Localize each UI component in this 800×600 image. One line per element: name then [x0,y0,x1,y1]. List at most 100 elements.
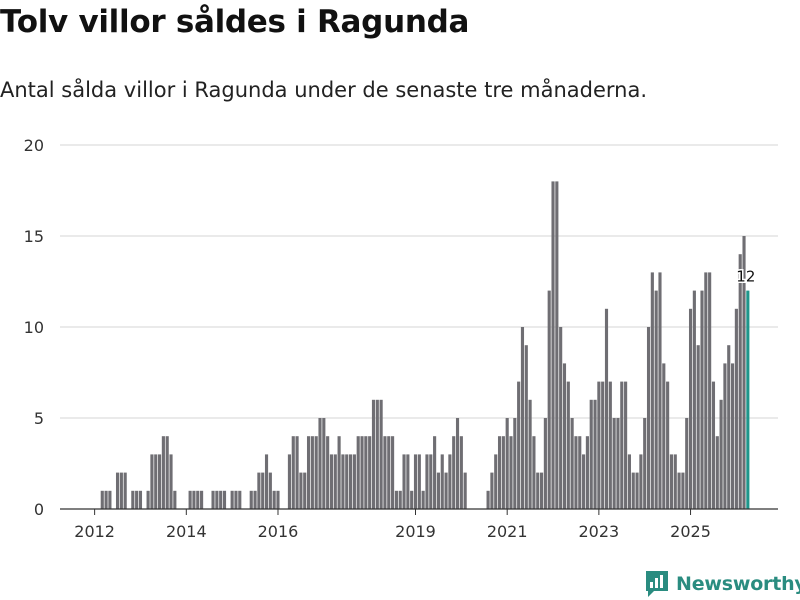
bar [306,436,311,509]
bar [582,454,586,509]
bar [192,490,196,509]
bar [543,418,547,509]
bar [364,436,368,509]
bar [417,454,421,509]
bar [494,454,498,509]
bar [578,436,582,509]
bar [257,472,261,509]
bar [708,272,712,509]
bar [329,454,334,509]
bar [520,327,525,509]
bar [219,490,223,509]
newsworthy-logo-text: Newsworthy [676,573,800,595]
bar [536,472,540,509]
bar [513,418,517,509]
bar [555,181,559,509]
bar [387,436,391,509]
bar [368,436,372,509]
bar [532,436,536,509]
bar [429,454,433,509]
bar [585,436,589,509]
bar [379,399,383,509]
bar [727,345,731,509]
bar [440,454,444,509]
bar [394,490,398,509]
bar [391,436,395,509]
bar [448,454,452,509]
x-tick-label: 2021 [487,522,528,541]
y-tick-label: 10 [24,318,44,337]
bar [692,290,696,509]
bar [444,472,448,509]
bar [524,345,528,509]
bar [249,490,253,509]
bar [738,254,742,509]
bar [234,490,238,509]
bar [173,490,177,509]
bar [566,381,570,509]
x-tick-label: 2023 [579,522,620,541]
bar [425,454,429,509]
bar [398,490,402,509]
bar [165,436,169,509]
newsworthy-logo[interactable]: Newsworthy [644,569,800,599]
bar [158,454,162,509]
bar [669,454,674,509]
bar [268,472,272,509]
bar-highlight [746,290,750,509]
bar [238,490,242,509]
bar [616,418,620,509]
bar [272,490,276,509]
bar [631,472,635,509]
bar [287,454,292,509]
newsworthy-logo-icon [646,571,668,597]
x-tick-label: 2012 [74,522,115,541]
bar [601,381,605,509]
bar [402,454,406,509]
bar [104,490,108,509]
bar [303,472,307,509]
bar [108,490,112,509]
bar [528,399,532,509]
bar [123,472,127,509]
bar [413,454,418,509]
bar [715,436,719,509]
bar [608,381,612,509]
bar [169,454,173,509]
bar [677,472,681,509]
bar [421,490,425,509]
bar [646,327,651,509]
bar [662,363,666,509]
bar [658,272,662,509]
bar [627,454,631,509]
bar [463,472,467,509]
bar [685,418,689,509]
bar [490,472,494,509]
bar [501,436,505,509]
bar [326,436,330,509]
bar [115,472,120,509]
bar [341,454,345,509]
bar [624,381,628,509]
bar [681,472,685,509]
bar [261,472,265,509]
y-tick-label: 20 [24,136,44,155]
bar [433,436,437,509]
x-tick-label: 2016 [258,522,299,541]
bar [635,472,639,509]
y-tick-label: 5 [34,409,44,428]
bar [188,490,192,509]
bar [574,436,578,509]
bar [620,381,624,509]
bar [654,290,658,509]
bar [131,490,135,509]
bar [612,418,616,509]
bar [639,454,643,509]
bar [375,399,379,509]
bar [222,490,227,509]
bar [700,290,704,509]
bar [486,490,490,509]
bar [436,472,440,509]
bar [452,436,456,509]
